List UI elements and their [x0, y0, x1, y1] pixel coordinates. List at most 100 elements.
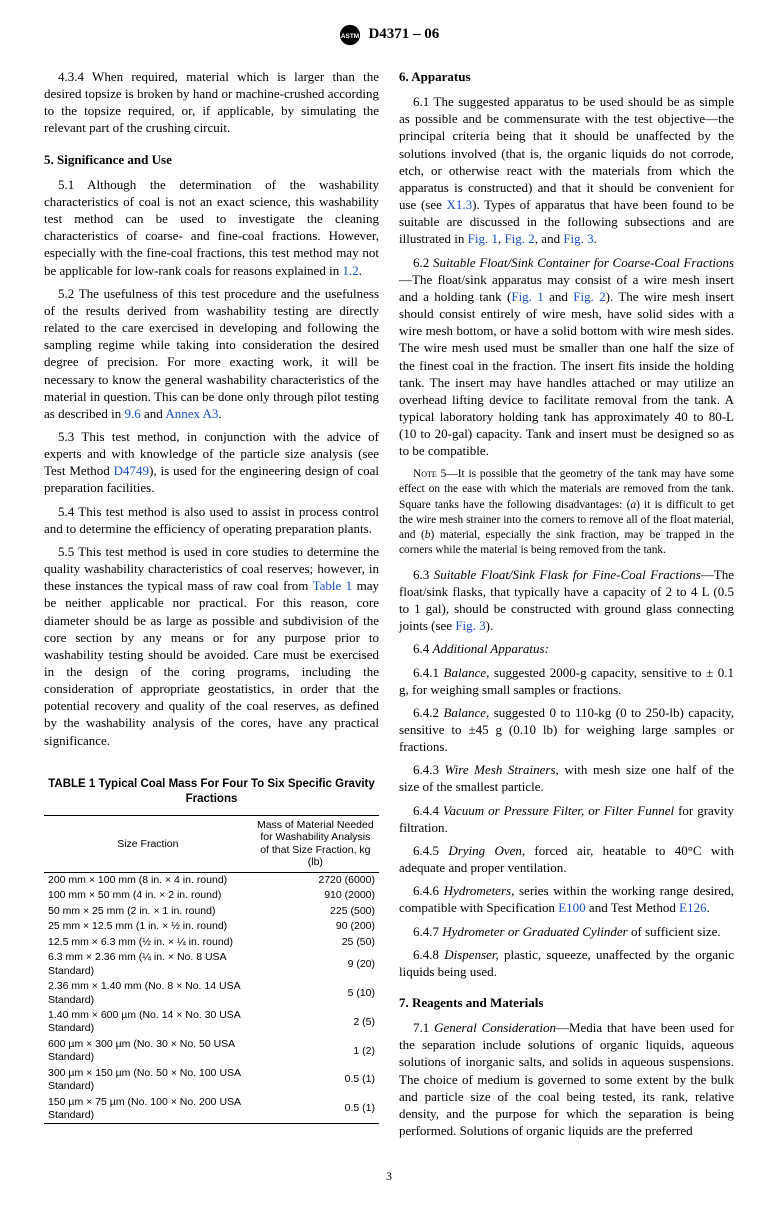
- table-cell-size: 600 µm × 300 µm (No. 30 × No. 50 USA Sta…: [44, 1037, 252, 1066]
- link-1-2[interactable]: 1.2: [343, 263, 359, 278]
- para-6-4-6-mid: and Test Method: [586, 900, 679, 915]
- table-cell-mass: 5 (10): [252, 979, 379, 1008]
- para-5-1-text-a: 5.1 Although the determination of the wa…: [44, 177, 379, 278]
- para-5-2-text-b: .: [218, 406, 221, 421]
- para-5-2: 5.2 The usefulness of this test procedur…: [44, 285, 379, 422]
- link-table-1[interactable]: Table 1: [313, 578, 353, 593]
- link-fig-2-a[interactable]: Fig. 2: [504, 231, 534, 246]
- table-1-head-1: Size Fraction: [44, 815, 252, 872]
- table-row: 600 µm × 300 µm (No. 30 × No. 50 USA Sta…: [44, 1037, 379, 1066]
- table-1-head-2: Mass of Material Needed for Washability …: [252, 815, 379, 872]
- link-e126[interactable]: E126: [679, 900, 706, 915]
- table-row: 100 mm × 50 mm (4 in. × 2 in. round)910 …: [44, 888, 379, 903]
- document-header: ASTM D4371 – 06: [44, 24, 734, 46]
- table-cell-size: 6.3 mm × 2.36 mm (¼ in. × No. 8 USA Stan…: [44, 950, 252, 979]
- link-d4749[interactable]: D4749: [114, 463, 149, 478]
- designation-number: D4371 – 06: [368, 25, 439, 45]
- para-5-5-text-b: may be neither applicable nor practical.…: [44, 578, 379, 747]
- table-row: 12.5 mm × 6.3 mm (½ in. × ¼ in. round)25…: [44, 935, 379, 950]
- para-6-3-head: Suitable Float/Sink Flask for Fine-Coal …: [434, 567, 701, 582]
- para-6-4-6: 6.4.6 Hydrometers, series within the wor…: [399, 882, 734, 916]
- table-cell-mass: 9 (20): [252, 950, 379, 979]
- astm-logo-icon: ASTM: [339, 24, 361, 46]
- para-6-2-mid: and: [544, 289, 573, 304]
- para-6-1: 6.1 The suggested apparatus to be used s…: [399, 93, 734, 247]
- para-6-4-8-head: Dispenser,: [444, 947, 499, 962]
- para-6-4-head: Additional Apparatus:: [433, 641, 549, 656]
- para-6-1-text-a: 6.1 The suggested apparatus to be used s…: [399, 94, 734, 212]
- para-6-4-7: 6.4.7 Hydrometer or Graduated Cylinder o…: [399, 923, 734, 940]
- para-6-4-7-head: Hydrometer or Graduated Cylinder: [442, 924, 627, 939]
- para-5-2-text-a: 5.2 The usefulness of this test procedur…: [44, 286, 379, 421]
- table-cell-mass: 1 (2): [252, 1037, 379, 1066]
- link-e100[interactable]: E100: [558, 900, 585, 915]
- table-cell-mass: 225 (500): [252, 904, 379, 919]
- para-7-1-text: —Media that have been used for the separ…: [399, 1020, 734, 1138]
- para-5-2-mid: and: [141, 406, 166, 421]
- para-6-4-4-head: Vacuum or Pressure Filter, or Filter Fun…: [443, 803, 674, 818]
- section-7-heading: 7. Reagents and Materials: [399, 994, 734, 1011]
- table-cell-size: 1.40 mm × 600 µm (No. 14 × No. 30 USA St…: [44, 1008, 252, 1037]
- table-row: 300 µm × 150 µm (No. 50 × No. 100 USA St…: [44, 1066, 379, 1095]
- table-cell-size: 50 mm × 25 mm (2 in. × 1 in. round): [44, 904, 252, 919]
- para-6-1-e: .: [594, 231, 597, 246]
- para-6-2: 6.2 Suitable Float/Sink Container for Co…: [399, 254, 734, 460]
- para-5-1: 5.1 Although the determination of the wa…: [44, 176, 379, 279]
- link-annex-a3[interactable]: Annex A3: [165, 406, 218, 421]
- section-5-heading: 5. Significance and Use: [44, 151, 379, 168]
- para-5-5: 5.5 This test method is used in core stu…: [44, 543, 379, 749]
- para-5-1-text-b: .: [359, 263, 362, 278]
- para-4-3-4: 4.3.4 When required, material which is l…: [44, 68, 379, 137]
- table-cell-mass: 2720 (6000): [252, 873, 379, 889]
- para-6-4-1: 6.4.1 Balance, suggested 2000-g capacity…: [399, 664, 734, 698]
- table-cell-mass: 910 (2000): [252, 888, 379, 903]
- link-fig-1-b[interactable]: Fig. 1: [511, 289, 543, 304]
- para-6-4-5: 6.4.5 Drying Oven, forced air, heatable …: [399, 842, 734, 876]
- link-fig-3-b[interactable]: Fig. 3: [455, 618, 485, 633]
- page-number: 3: [44, 1169, 734, 1185]
- table-cell-size: 2.36 mm × 1.40 mm (No. 8 × No. 14 USA St…: [44, 979, 252, 1008]
- para-6-4: 6.4 Additional Apparatus:: [399, 640, 734, 657]
- table-row: 200 mm × 100 mm (8 in. × 4 in. round)272…: [44, 873, 379, 889]
- table-1: Size Fraction Mass of Material Needed fo…: [44, 815, 379, 1125]
- table-cell-mass: 2 (5): [252, 1008, 379, 1037]
- table-cell-mass: 0.5 (1): [252, 1095, 379, 1124]
- link-fig-3-a[interactable]: Fig. 3: [563, 231, 593, 246]
- table-cell-size: 12.5 mm × 6.3 mm (½ in. × ¼ in. round): [44, 935, 252, 950]
- para-6-2-head: Suitable Float/Sink Container for Coarse…: [433, 255, 734, 270]
- note-5-text-c: ) material, especially the sink fraction…: [399, 529, 734, 556]
- para-6-3-text-b: ).: [486, 618, 494, 633]
- right-column: 6. Apparatus 6.1 The suggested apparatus…: [399, 68, 734, 1145]
- para-6-4-5-head: Drying Oven,: [448, 843, 525, 858]
- link-fig-2-b[interactable]: Fig. 2: [573, 289, 605, 304]
- page: ASTM D4371 – 06 4.3.4 When required, mat…: [0, 0, 778, 1213]
- link-fig-1-a[interactable]: Fig. 1: [468, 231, 498, 246]
- two-column-layout: 4.3.4 When required, material which is l…: [44, 68, 734, 1145]
- para-6-4-8: 6.4.8 Dispenser, plastic, squeeze, unaff…: [399, 946, 734, 980]
- link-x1-3[interactable]: X1.3: [447, 197, 473, 212]
- para-6-4-3: 6.4.3 Wire Mesh Strainers, with mesh siz…: [399, 761, 734, 795]
- table-cell-mass: 90 (200): [252, 919, 379, 934]
- table-row: 6.3 mm × 2.36 mm (¼ in. × No. 8 USA Stan…: [44, 950, 379, 979]
- table-cell-mass: 0.5 (1): [252, 1066, 379, 1095]
- para-6-4-7-text: of sufficient size.: [628, 924, 721, 939]
- para-5-3: 5.3 This test method, in conjunction wit…: [44, 428, 379, 497]
- para-6-4-6-head: Hydrometers,: [444, 883, 515, 898]
- link-9-6[interactable]: 9.6: [125, 406, 141, 421]
- table-cell-size: 300 µm × 150 µm (No. 50 × No. 100 USA St…: [44, 1066, 252, 1095]
- para-6-4-3-head: Wire Mesh Strainers,: [445, 762, 559, 777]
- table-row: 150 µm × 75 µm (No. 100 × No. 200 USA St…: [44, 1095, 379, 1124]
- table-cell-size: 100 mm × 50 mm (4 in. × 2 in. round): [44, 888, 252, 903]
- para-6-3: 6.3 Suitable Float/Sink Flask for Fine-C…: [399, 566, 734, 635]
- table-row: 50 mm × 25 mm (2 in. × 1 in. round)225 (…: [44, 904, 379, 919]
- para-7-1-head: General Consideration: [434, 1020, 556, 1035]
- note-5-label: Note: [413, 468, 437, 480]
- table-cell-size: 25 mm × 12.5 mm (1 in. × ½ in. round): [44, 919, 252, 934]
- table-1-title: TABLE 1 Typical Coal Mass For Four To Si…: [44, 777, 379, 807]
- para-6-1-d: , and: [535, 231, 564, 246]
- para-6-4-2-head: Balance,: [443, 705, 489, 720]
- table-row: 2.36 mm × 1.40 mm (No. 8 × No. 14 USA St…: [44, 979, 379, 1008]
- table-cell-size: 200 mm × 100 mm (8 in. × 4 in. round): [44, 873, 252, 889]
- para-6-4-6-text-b: .: [707, 900, 710, 915]
- para-5-4: 5.4 This test method is also used to ass…: [44, 503, 379, 537]
